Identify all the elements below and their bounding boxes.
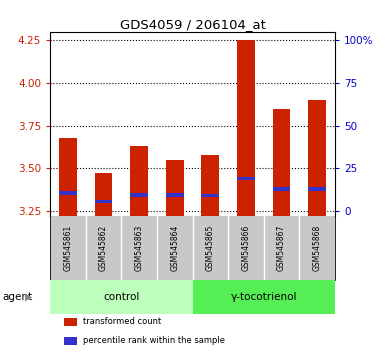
Bar [95, 200, 112, 204]
Text: GSM545862: GSM545862 [99, 225, 108, 272]
Text: GSM545864: GSM545864 [170, 225, 179, 272]
Bar [308, 100, 326, 216]
Bar [59, 191, 77, 195]
Text: control: control [103, 292, 139, 302]
Bar [273, 187, 290, 190]
Text: percentile rank within the sample: percentile rank within the sample [83, 336, 225, 345]
Bar [192, 280, 335, 314]
Text: GSM545865: GSM545865 [206, 225, 215, 272]
Text: GSM545866: GSM545866 [241, 225, 250, 272]
Text: GSM545867: GSM545867 [277, 225, 286, 272]
Bar [237, 177, 255, 181]
Bar [273, 109, 290, 216]
Bar [166, 160, 184, 216]
Bar [130, 193, 148, 196]
Text: agent: agent [2, 292, 32, 302]
Bar [50, 280, 192, 314]
Bar [308, 187, 326, 190]
Text: transformed count: transformed count [83, 317, 161, 326]
Bar [64, 318, 77, 326]
Bar [237, 40, 255, 216]
Bar [95, 173, 112, 216]
Bar [201, 155, 219, 216]
Bar [201, 194, 219, 198]
Text: GSM545868: GSM545868 [313, 225, 321, 272]
Bar [64, 337, 77, 345]
Text: GSM545863: GSM545863 [135, 225, 144, 272]
Bar [130, 146, 148, 216]
Text: GSM545861: GSM545861 [64, 225, 72, 272]
Bar [166, 193, 184, 196]
Title: GDS4059 / 206104_at: GDS4059 / 206104_at [120, 18, 265, 31]
Text: ▶: ▶ [25, 292, 32, 302]
Text: γ-tocotrienol: γ-tocotrienol [231, 292, 297, 302]
Bar [59, 138, 77, 216]
